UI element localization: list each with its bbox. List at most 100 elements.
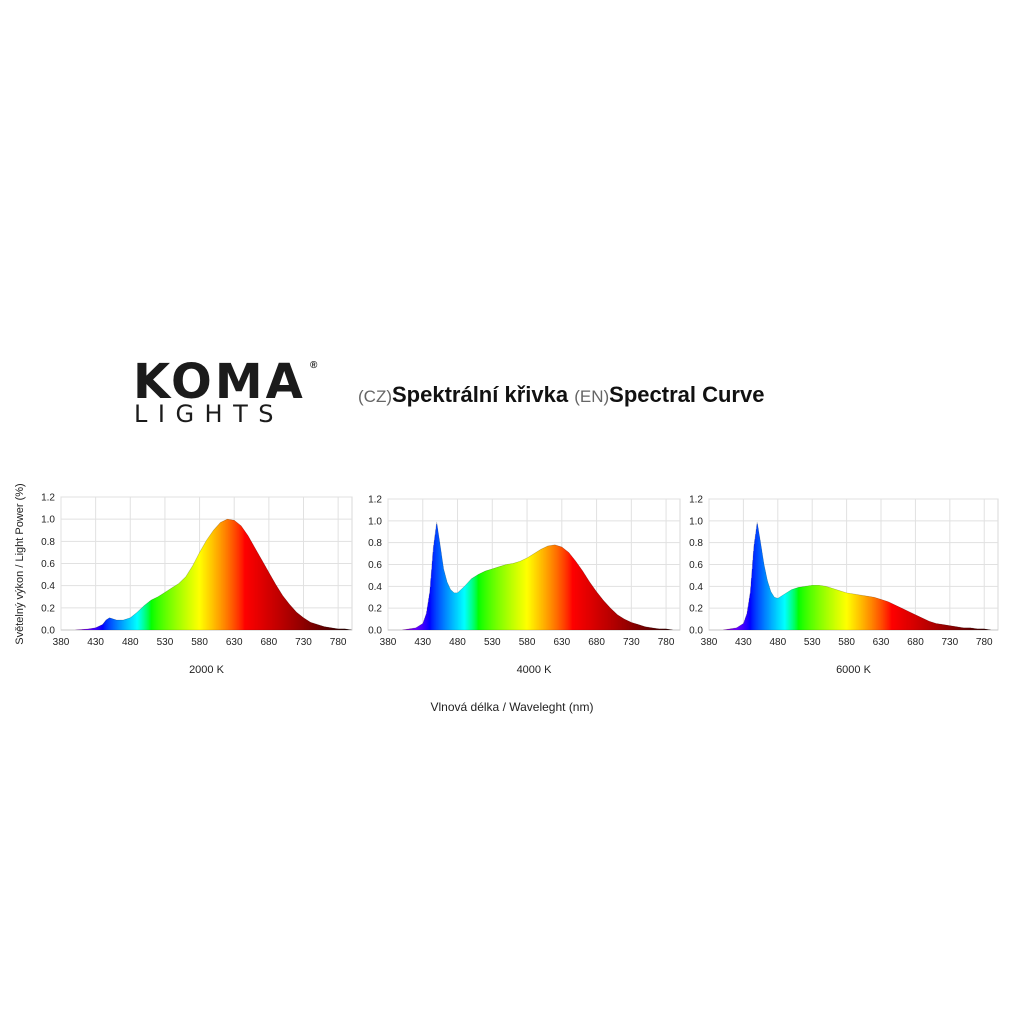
spectrum-bar (437, 528, 439, 630)
spectrum-bar (549, 545, 552, 630)
spectrum-bar (217, 524, 219, 630)
spectrum-bar (588, 579, 590, 630)
x-tick-label: 730 (623, 637, 640, 648)
spectrum-bar (409, 628, 411, 630)
spectrum-bar (286, 600, 289, 630)
spectrum-bar (558, 545, 560, 630)
spectrum-bar (474, 576, 476, 630)
spectrum-bar (299, 614, 301, 630)
spectrum-bar (452, 591, 454, 630)
spectrum-bar (871, 596, 873, 630)
spectrum-bar (447, 582, 449, 630)
spectrum-bar (651, 627, 653, 630)
spectrum-bar (821, 585, 824, 630)
spectrum-bar (652, 627, 654, 630)
spectrum-bar (473, 576, 475, 630)
spectrum-bar (980, 628, 982, 630)
spectrum-bar (931, 621, 933, 630)
spectrum-bar (547, 545, 549, 630)
spectrum-bar (202, 546, 204, 630)
spectrum-bar (246, 533, 248, 630)
spectrum-bar (506, 563, 508, 630)
spectrum-bar (954, 625, 956, 630)
spectrum-bar (891, 602, 893, 630)
spectrum-bar (174, 585, 176, 630)
spectrum-bar (504, 564, 506, 630)
spectrum-bar (935, 622, 937, 630)
spectrum-bar (863, 595, 866, 630)
spectrum-bar (616, 613, 618, 630)
spectrum-bar (252, 544, 255, 630)
spectrum-bar (313, 622, 315, 630)
spectrum-bar (454, 592, 456, 630)
spectrum-bar (211, 532, 213, 630)
spectrum-bar (614, 611, 616, 630)
spectrum-bar (561, 546, 563, 630)
spectrum-bar (655, 627, 657, 630)
spectrum-bar (236, 521, 238, 630)
spectrum-bar (734, 627, 736, 630)
spectrum-bar (874, 597, 877, 630)
spectrum-bar (757, 527, 760, 630)
spectrum-bar (775, 597, 778, 630)
spectrum-bar (551, 544, 553, 630)
x-tick-label: 680 (261, 637, 278, 648)
spectrum-bar (575, 561, 578, 630)
spectrum-bar (862, 594, 864, 630)
spectrum-bar (848, 592, 850, 630)
spectrum-bar (527, 556, 530, 630)
spectrum-bar (785, 592, 787, 630)
spectrum-bar (660, 628, 662, 630)
spectrum-bar (92, 627, 95, 630)
x-axis-label: Vlnová délka / Waveleght (nm) (430, 700, 594, 714)
spectrum-bar (730, 628, 732, 630)
spectrum-bar (744, 620, 746, 630)
spectrum-bar (269, 573, 271, 630)
spectrum-bar (515, 561, 518, 630)
spectrum-bar (254, 546, 256, 630)
en-title: Spectral Curve (609, 382, 765, 407)
spectrum-bar (654, 627, 656, 630)
spectrum-bar (806, 585, 808, 630)
spectrum-bar (609, 607, 612, 630)
spectrum-bar (828, 586, 830, 630)
spectrum-bar (148, 601, 150, 630)
x-tick-label: 480 (769, 637, 786, 648)
spectrum-bar (416, 626, 418, 630)
spectrum-bar (455, 592, 457, 630)
spectrum-bar (331, 627, 333, 630)
spectrum-bar (540, 548, 542, 630)
spectrum-bar (459, 590, 461, 630)
spectrum-bar (964, 627, 966, 630)
spectrum-bar (927, 620, 930, 630)
spectrum-bar (488, 569, 490, 630)
spectrum-bar (406, 628, 408, 630)
spectrum-bar (103, 622, 105, 630)
spectrum-bar (464, 585, 466, 630)
spectrum-bar (119, 619, 121, 630)
y-tick-label: 0.6 (41, 559, 55, 570)
spectrum-bar (630, 621, 632, 630)
y-tick-label: 0.2 (368, 604, 382, 615)
spectrum-bar (913, 613, 915, 630)
logo-subtitle: LIGHTS (134, 400, 284, 428)
spectrum-bar (986, 628, 988, 630)
spectrum-bar (505, 564, 507, 630)
spectrum-bar (503, 564, 505, 630)
spectrum-bar (943, 624, 945, 630)
spectrum-bar (580, 568, 582, 630)
spectrum-bar (786, 591, 789, 630)
spectrum-bar (952, 625, 954, 630)
spectrum-bar (585, 575, 587, 630)
spectrum-bar (244, 530, 246, 630)
spectrum-bar (982, 628, 984, 630)
spectrum-bar (861, 594, 864, 630)
spectrum-bar (209, 534, 212, 630)
x-tick-label: 430 (414, 637, 431, 648)
spectrum-bar (92, 627, 94, 630)
spectrum-bar (602, 598, 604, 630)
spectrum-bar (182, 578, 185, 630)
spectrum-bar (411, 627, 413, 630)
spectrum-bar (463, 586, 466, 630)
spectrum-bar (916, 615, 919, 630)
